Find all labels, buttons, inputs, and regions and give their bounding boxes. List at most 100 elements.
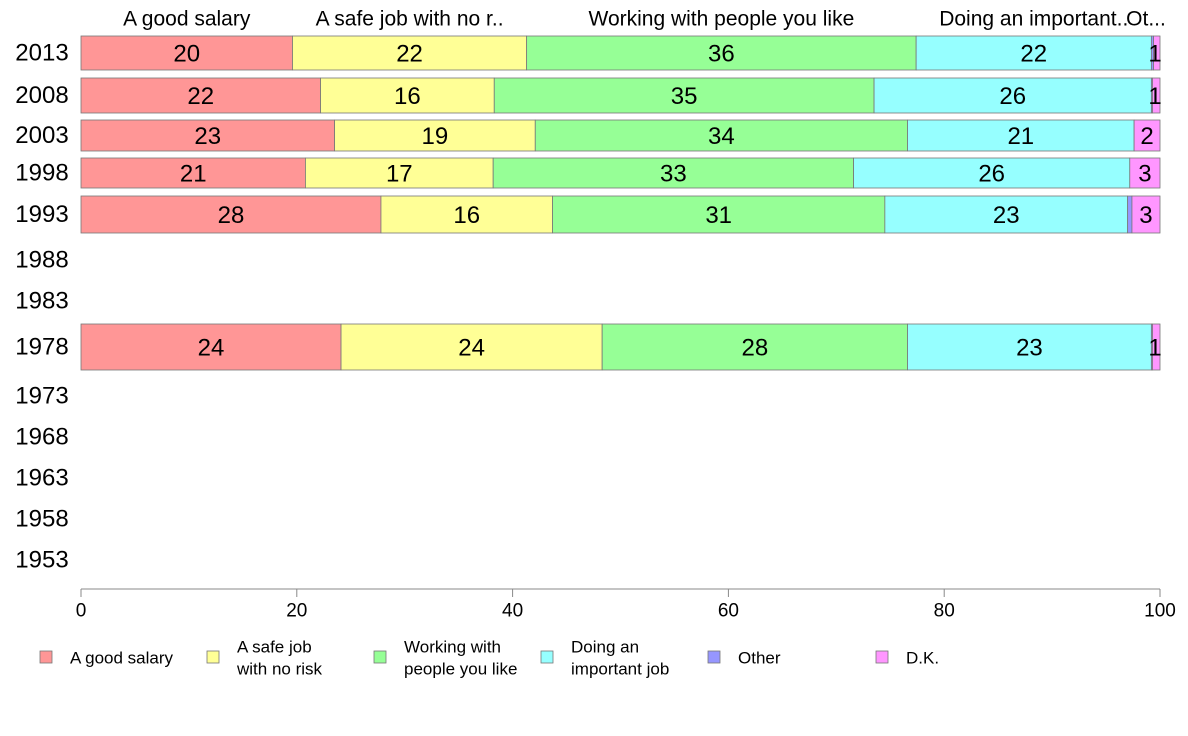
bar-value-label-2003-1: 19 bbox=[422, 123, 449, 150]
year-label-1958: 1958 bbox=[15, 506, 68, 533]
bar-value-label-1998-1: 17 bbox=[386, 161, 413, 188]
bar-segment-1998-1 bbox=[305, 157, 494, 189]
bar-segment-2008-1 bbox=[320, 77, 495, 114]
top-label-1: A safe job with no r.. bbox=[316, 8, 504, 31]
x-tick-label-20: 20 bbox=[286, 601, 307, 622]
bar-segment-2003-1 bbox=[334, 119, 536, 152]
top-label-3: Doing an important.. bbox=[939, 8, 1128, 31]
year-label-1988: 1988 bbox=[15, 247, 68, 274]
top-label-4: Ot... bbox=[1126, 8, 1166, 31]
bar-value-label-2008-1: 16 bbox=[394, 83, 421, 110]
bar-segment-2013-5 bbox=[1153, 35, 1161, 71]
bar-value-label-1993-3: 23 bbox=[993, 202, 1020, 229]
legend-label-0: A good salary bbox=[70, 649, 174, 668]
legend-label-2-line2: people you like bbox=[404, 660, 517, 679]
bar-segment-1998-0 bbox=[80, 157, 306, 189]
legend-swatch-1 bbox=[206, 650, 220, 664]
year-label-1963: 1963 bbox=[15, 465, 68, 492]
legend-swatch-0 bbox=[39, 650, 53, 664]
bar-value-label-1978-5: 1 bbox=[1148, 335, 1161, 362]
bar-value-label-1993-0: 28 bbox=[218, 202, 245, 229]
x-tick-label-100: 100 bbox=[1144, 601, 1176, 622]
year-label-1993: 1993 bbox=[15, 201, 68, 228]
legend-swatch-5 bbox=[875, 650, 889, 664]
bar-segment-1978-1 bbox=[340, 323, 603, 371]
year-label-1998: 1998 bbox=[15, 160, 68, 187]
bar-value-label-2013-5: 1 bbox=[1148, 41, 1161, 68]
year-label-1968: 1968 bbox=[15, 424, 68, 451]
bar-segment-2008-3 bbox=[873, 77, 1152, 114]
year-label-1983: 1983 bbox=[15, 288, 68, 315]
bar-value-label-2013-2: 36 bbox=[708, 41, 735, 68]
bar-segment-1978-3 bbox=[907, 323, 1152, 371]
bar-segment-2003-2 bbox=[534, 119, 908, 152]
bar-value-label-2008-0: 22 bbox=[187, 83, 214, 110]
bar-value-label-1993-1: 16 bbox=[453, 202, 480, 229]
bar-segment-1998-2 bbox=[492, 157, 854, 189]
year-label-2008: 2008 bbox=[15, 82, 68, 109]
bar-segment-2013-2 bbox=[526, 35, 917, 71]
bar-value-label-2013-1: 22 bbox=[396, 41, 423, 68]
legend-label-3-line2: important job bbox=[571, 660, 669, 679]
bar-segment-2003-3 bbox=[907, 119, 1135, 152]
x-tick-label-80: 80 bbox=[934, 601, 955, 622]
bar-segment-1993-2 bbox=[552, 195, 886, 234]
x-axis: 0 20 40 60 80 100 bbox=[76, 588, 1176, 622]
legend-label-1-line1: A safe job bbox=[237, 638, 312, 657]
legend-swatch-3 bbox=[540, 650, 554, 664]
bar-segment-2003-5 bbox=[1133, 119, 1161, 152]
top-label-2: Working with people you like bbox=[589, 8, 855, 31]
x-tick-label-40: 40 bbox=[502, 601, 523, 622]
bar-value-label-1993-5: 3 bbox=[1139, 202, 1152, 229]
year-label-2003: 2003 bbox=[15, 122, 68, 149]
bar-segment-1993-1 bbox=[380, 195, 553, 234]
bar-segment-2008-2 bbox=[493, 77, 875, 114]
bar-value-label-2013-0: 20 bbox=[173, 41, 200, 68]
bar-value-label-2003-3: 21 bbox=[1007, 123, 1034, 150]
bar-value-label-2003-2: 34 bbox=[708, 123, 735, 150]
bar-segment-1993-3 bbox=[884, 195, 1129, 234]
legend-label-1-line2: with no risk bbox=[236, 660, 323, 679]
bar-value-label-2008-3: 26 bbox=[999, 83, 1026, 110]
legend-label-2-line1: Working with bbox=[404, 638, 501, 657]
legend-swatch-4 bbox=[707, 650, 721, 664]
year-label-1978: 1978 bbox=[15, 334, 68, 361]
year-label-2013: 2013 bbox=[15, 40, 68, 67]
bar-value-label-2013-3: 22 bbox=[1020, 41, 1047, 68]
bar-value-label-1978-2: 28 bbox=[741, 335, 768, 362]
bar-value-label-1998-2: 33 bbox=[660, 161, 687, 188]
year-label-1973: 1973 bbox=[15, 383, 68, 410]
bar-segment-1993-4 bbox=[1127, 195, 1133, 234]
bar-value-label-2003-0: 23 bbox=[194, 123, 221, 150]
bar-value-label-1993-2: 31 bbox=[705, 202, 732, 229]
top-label-0: A good salary bbox=[123, 8, 251, 31]
x-tick-label-0: 0 bbox=[76, 601, 87, 622]
year-label-1953: 1953 bbox=[15, 547, 68, 574]
bar-segment-1978-5 bbox=[1152, 323, 1161, 371]
top-series-labels: A good salary A safe job with no r.. Worki… bbox=[123, 8, 1166, 31]
bar-segment-1993-0 bbox=[80, 195, 382, 234]
bar-value-label-2008-5: 1 bbox=[1148, 83, 1161, 110]
bar-segment-1993-5 bbox=[1131, 195, 1161, 234]
bar-value-label-1998-5: 3 bbox=[1138, 161, 1151, 188]
bar-value-label-1998-0: 21 bbox=[180, 161, 207, 188]
bar-value-label-1978-1: 24 bbox=[458, 335, 485, 362]
bar-segment-2013-0 bbox=[80, 35, 293, 71]
legend-label-3-line1: Doing an bbox=[571, 638, 639, 657]
bar-value-label-1978-0: 24 bbox=[198, 335, 225, 362]
bar-value-label-2008-2: 35 bbox=[671, 83, 698, 110]
legend-swatch-2 bbox=[373, 650, 387, 664]
bar-segment-1998-5 bbox=[1129, 157, 1161, 189]
legend-label-4: Other bbox=[738, 649, 781, 668]
bar-segment-1978-0 bbox=[80, 323, 342, 371]
bar-segment-1998-3 bbox=[853, 157, 1131, 189]
bar-value-label-1998-3: 26 bbox=[978, 161, 1005, 188]
bar-segment-2013-1 bbox=[292, 35, 528, 71]
bar-segment-1978-2 bbox=[601, 323, 908, 371]
bar-segment-2008-0 bbox=[80, 77, 321, 114]
year-labels: 2013 2008 2003 1998 1993 1988 1983 1978 1973 1968… bbox=[15, 40, 68, 574]
legend: A good salary A safe job with no risk Worki… bbox=[39, 638, 939, 679]
bars-layer: 20 22 36 22 122 16 35 26 123 19 34 21 221 17 33 26 328 16… bbox=[80, 35, 1162, 371]
bar-value-label-2003-5: 2 bbox=[1140, 123, 1153, 150]
